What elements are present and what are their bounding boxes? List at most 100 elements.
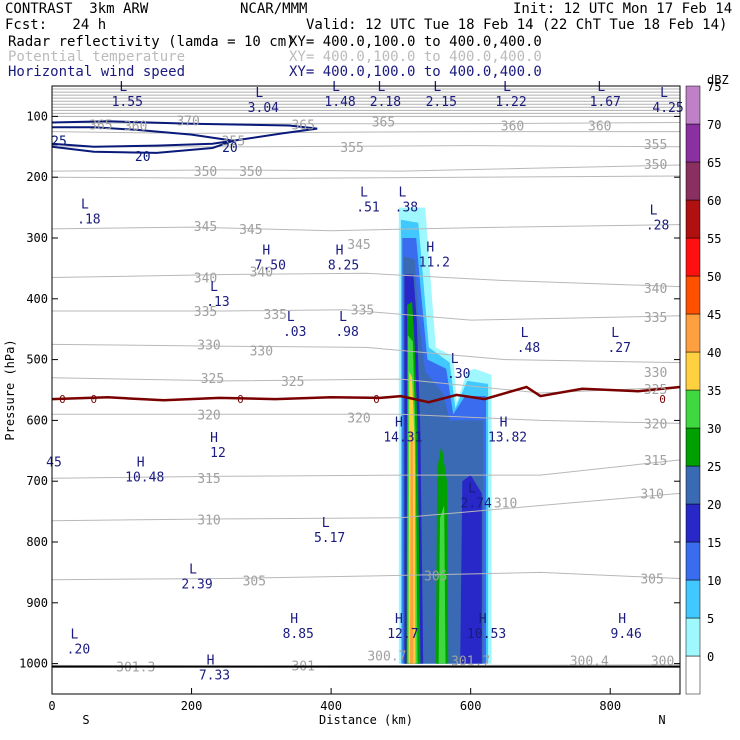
theta-label-19: 335: [194, 305, 217, 320]
extremum-kind-34: H: [207, 653, 215, 668]
reflectivity-region-9: [438, 505, 446, 664]
freezing-level-label-1: 0: [91, 393, 98, 406]
y-tick-label-8: 900: [26, 596, 48, 610]
colorbar-tick-label-11: 55: [707, 232, 721, 246]
theta-label-29: 320: [197, 408, 220, 423]
extremum-value-33: 9.46: [611, 627, 642, 642]
y-tick-label-7: 800: [26, 535, 48, 549]
theta-label-39: 305: [640, 572, 663, 587]
colorbar-swatch-3: [685, 541, 701, 581]
extremum-value-25: 10.48: [125, 470, 164, 485]
extremum-value-10: .38: [395, 200, 418, 215]
valid-time: Valid: 12 UTC Tue 18 Feb 14 (22 ChT Tue …: [306, 17, 728, 33]
theta-label-2: 370: [176, 115, 199, 130]
field-label-theta: Potential temperature: [8, 49, 186, 65]
theta-contour-10: [52, 413, 681, 424]
wind-contours: [51, 120, 318, 154]
extremum-kind-26: L: [468, 481, 476, 496]
extremum-kind-22: H: [500, 416, 508, 431]
extremum-value-19: .27: [607, 341, 630, 356]
extremum-value-14: 11.2: [419, 256, 450, 271]
extremum-kind-31: H: [395, 612, 403, 627]
institution-label: NCAR/MMM: [240, 1, 308, 17]
y-tick-label-1: 200: [26, 170, 48, 184]
colorbar-unit: dBZ: [707, 73, 729, 87]
colorbar-swatch-11: [685, 237, 701, 277]
theta-label-26: 325: [201, 372, 224, 387]
y-tick-label-3: 400: [26, 292, 48, 306]
colorbar-tick-label-14: 70: [707, 118, 721, 132]
theta-label-10: 350: [194, 165, 217, 180]
theta-contour-13: [51, 571, 681, 581]
extremum-value-31: 12.7: [387, 627, 418, 642]
extremum-value-5: 1.22: [495, 95, 526, 110]
freezing-level-label-4: 0: [659, 393, 666, 406]
extremum-kind-24: H: [210, 431, 218, 446]
wind-contour-1: [51, 126, 234, 154]
end-label-left: S: [82, 713, 89, 727]
extremum-value-20: .30: [447, 367, 470, 382]
x-tick-label-3: 600: [460, 699, 482, 713]
extremum-value-17: .98: [335, 325, 358, 340]
extremum-value-12: 7.50: [255, 259, 286, 274]
theta-label-34: 310: [197, 514, 220, 529]
colorbar-swatch-7: [685, 389, 701, 429]
theta-label-4: 365: [372, 115, 395, 130]
init-time: Init: 12 UTC Mon 17 Feb 14: [513, 1, 733, 17]
theta-label-33: 315: [644, 454, 667, 469]
extremum-kind-32: H: [479, 612, 487, 627]
extremum-kind-6: L: [597, 80, 605, 95]
theta-label-38: 305: [424, 569, 447, 584]
field-xy-reflectivity: XY= 400.0,100.0 to 400.0,400.0: [289, 34, 542, 50]
colorbar-tick-label-8: 40: [707, 346, 721, 360]
extremum-kind-29: L: [71, 627, 79, 642]
theta-contour-12: [51, 492, 681, 522]
theta-label-35: 310: [494, 496, 517, 511]
reflectivity-fill: [398, 207, 492, 664]
extremum-value-2: 1.48: [324, 95, 355, 110]
theta-contour-7: [52, 309, 681, 321]
colorbar-swatch-0: [685, 655, 701, 695]
extremum-value-11: .28: [646, 219, 669, 234]
colorbar-swatch-15: [685, 85, 701, 125]
extremum-value-21: 14.31: [383, 431, 422, 446]
theta-label-40: 301.3: [116, 661, 155, 676]
x-tick-label-0: 0: [48, 699, 55, 713]
colorbar-swatch-9: [685, 313, 701, 353]
extremum-kind-28: L: [189, 562, 197, 577]
wind-label-0: 25: [51, 135, 67, 150]
colorbar-tick-label-12: 60: [707, 194, 721, 208]
theta-label-9: 355: [644, 138, 667, 153]
colorbar-tick-label-9: 45: [707, 308, 721, 322]
colorbar-swatch-13: [685, 161, 701, 201]
colorbar-swatch-8: [685, 351, 701, 391]
colorbar-swatch-4: [685, 503, 701, 543]
y-tick-label-0: 100: [26, 109, 48, 123]
extremum-value-34: 7.33: [199, 668, 230, 683]
theta-label-3: 365: [291, 118, 314, 133]
extremum-kind-7: L: [660, 86, 668, 101]
theta-contour-3: [51, 164, 681, 172]
theta-label-25: 330: [644, 366, 667, 381]
theta-label-37: 305: [243, 574, 266, 589]
theta-label-20: 335: [264, 308, 287, 323]
theta-label-22: 335: [644, 311, 667, 326]
field-label-reflectivity: Radar reflectivity (lamda = 10 cm): [8, 34, 295, 50]
extremum-value-29: .20: [67, 642, 90, 657]
x-tick-label-1: 200: [181, 699, 203, 713]
theta-label-12: 350: [644, 158, 667, 173]
theta-label-28: 325: [644, 383, 667, 398]
colorbar-swatch-10: [685, 275, 701, 315]
extremum-value-24: 12: [210, 446, 226, 461]
extremum-value-0: 1.55: [112, 95, 143, 110]
extremum-value-15: .13: [206, 295, 229, 310]
extremum-value-27: 5.17: [314, 531, 345, 546]
extremum-kind-13: H: [336, 244, 344, 259]
reflectivity-region-11: [410, 432, 414, 664]
theta-label-31: 320: [644, 417, 667, 432]
extremum-kind-27: L: [322, 516, 330, 531]
wind-contour-0: [51, 120, 318, 148]
theta-contour-6: [51, 272, 681, 288]
y-tick-label-6: 700: [26, 474, 48, 488]
